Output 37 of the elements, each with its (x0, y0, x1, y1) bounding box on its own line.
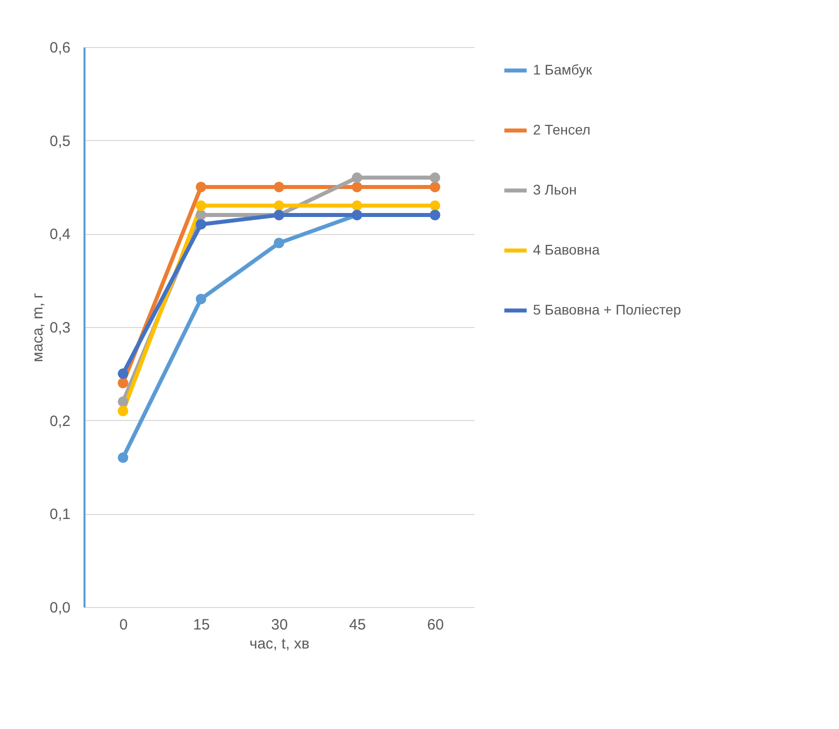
point (274, 182, 284, 192)
point (118, 452, 128, 463)
x-axis-title: час, t, хв (250, 636, 310, 652)
point (196, 200, 206, 211)
point (274, 238, 284, 248)
legend-label: 1 Бамбук (533, 62, 593, 78)
legend-label: 3 Льон (533, 182, 577, 198)
y-tick-label: 0,0 (50, 600, 70, 616)
point (274, 200, 284, 211)
x-tick-label: 0 (119, 616, 128, 634)
x-tick-label: 60 (427, 616, 444, 634)
y-tick-label: 0,3 (50, 320, 70, 336)
point (352, 172, 362, 183)
point (118, 396, 128, 407)
y-tick-label: 0,2 (50, 412, 70, 430)
point (118, 378, 128, 388)
legend-label: 4 Бавовна (533, 242, 600, 258)
y-tick-label: 0,1 (50, 506, 70, 524)
point (196, 294, 206, 304)
point (118, 368, 128, 379)
point (196, 219, 206, 230)
point (430, 200, 440, 211)
point (118, 406, 128, 416)
point (352, 182, 362, 192)
point (430, 182, 440, 192)
point (430, 172, 440, 183)
x-tick-label: 45 (349, 616, 366, 634)
x-tick-label: 30 (271, 616, 288, 634)
legend-label: 5 Бавовна + Поліестер (533, 302, 682, 318)
y-tick-label: 0,6 (50, 40, 70, 56)
point (352, 200, 362, 211)
y-tick-label: 0,5 (50, 132, 70, 150)
legend-label: 2 Тенсел (533, 122, 590, 138)
point (196, 182, 206, 192)
y-axis-title: маса, m, г (30, 292, 47, 362)
x-tick-label: 15 (193, 616, 210, 634)
y-tick-label: 0,4 (50, 226, 70, 244)
